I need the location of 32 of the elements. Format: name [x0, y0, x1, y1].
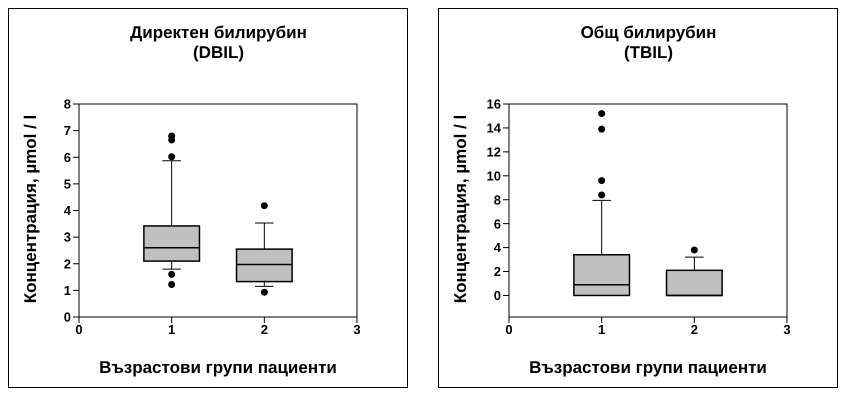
x-tick-label: 2 [260, 322, 268, 338]
y-tick-label: 1 [64, 282, 71, 298]
y-tick-label: 8 [494, 192, 501, 208]
y-tick-label: 14 [486, 120, 502, 136]
x-axis-title: Възрастови групи пациенти [529, 358, 767, 377]
x-tick-label: 3 [783, 322, 791, 338]
x-tick-label: 3 [353, 322, 361, 338]
x-tick-label: 1 [598, 322, 606, 338]
y-tick-label: 4 [494, 240, 502, 256]
y-tick-label: 0 [494, 288, 501, 304]
y-tick-label: 12 [486, 144, 501, 160]
y-tick-label: 10 [486, 168, 501, 184]
y-axis-title: Концентрация, µmol / l [451, 114, 471, 304]
x-tick-label: 2 [690, 322, 698, 338]
y-tick-label: 6 [64, 150, 71, 165]
y-tick-label: 6 [494, 216, 501, 232]
x-tick-label: 0 [505, 322, 513, 338]
y-tick-label: 16 [486, 96, 501, 112]
y-tick-label: 4 [64, 203, 72, 218]
chart-title: Общ билирубин (TBIL) [580, 23, 718, 63]
x-tick-label: 1 [168, 322, 176, 338]
y-tick-label: 2 [64, 256, 71, 272]
y-tick-label: 2 [494, 264, 501, 280]
chart-title: Директен билирубин (DBIL) [129, 23, 308, 63]
x-axis-title: Възрастови групи пациенти [99, 358, 337, 377]
y-tick-label: 3 [64, 230, 71, 245]
x-tick-label: 0 [75, 322, 83, 338]
y-tick-label: 5 [64, 176, 71, 192]
y-tick-label: 8 [64, 96, 71, 112]
y-tick-label: 7 [64, 123, 71, 138]
y-axis-title: Концентрация, µmol / l [21, 114, 41, 304]
y-tick-label: 0 [64, 310, 71, 325]
